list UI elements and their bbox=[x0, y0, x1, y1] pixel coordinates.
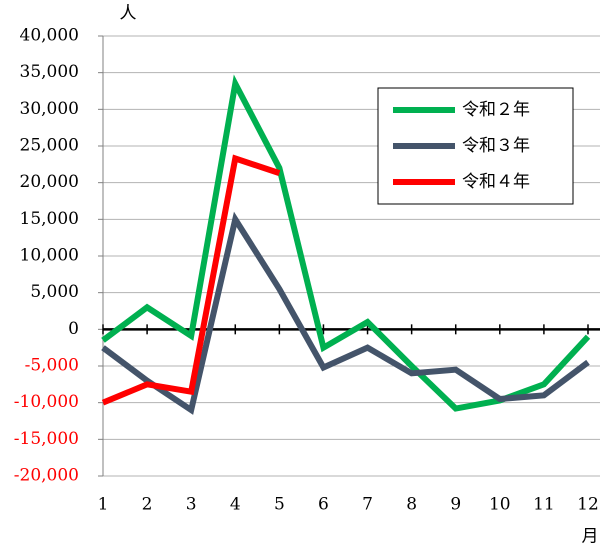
x-tick-label: 1 bbox=[98, 495, 109, 515]
y-tick-label: 5,000 bbox=[30, 282, 79, 302]
y-tick-label: -10,000 bbox=[14, 392, 79, 412]
y-tick-label: 10,000 bbox=[20, 246, 79, 266]
y-tick-label: 15,000 bbox=[20, 209, 79, 229]
x-tick-label: 12 bbox=[577, 495, 599, 515]
y-tick-label: 0 bbox=[68, 319, 79, 339]
x-unit: 月 bbox=[582, 527, 599, 547]
x-tick-label: 2 bbox=[142, 495, 153, 515]
y-tick-label: 30,000 bbox=[20, 99, 79, 119]
y-tick-label: -15,000 bbox=[14, 429, 79, 449]
y-unit: 人 bbox=[120, 4, 137, 24]
x-tick-label: 6 bbox=[318, 495, 329, 515]
x-tick-label: 11 bbox=[533, 495, 555, 515]
x-tick-label: 4 bbox=[230, 495, 241, 515]
y-tick-label: 20,000 bbox=[20, 172, 79, 192]
x-tick-label: 7 bbox=[362, 495, 373, 515]
legend-label: 令和２年 bbox=[462, 100, 530, 120]
y-tick-label: -5,000 bbox=[25, 356, 79, 376]
x-tick-label: 9 bbox=[450, 495, 461, 515]
x-tick-label: 3 bbox=[186, 495, 197, 515]
series-line bbox=[101, 211, 590, 415]
x-tick-label: 5 bbox=[274, 495, 285, 515]
legend-label: 令和４年 bbox=[462, 172, 530, 192]
y-tick-label: -20,000 bbox=[14, 466, 79, 486]
x-tick-label: 10 bbox=[489, 495, 511, 515]
series-line bbox=[101, 154, 281, 406]
y-tick-label: 35,000 bbox=[20, 62, 79, 82]
x-tick-label: 8 bbox=[406, 495, 417, 515]
legend-label: 令和３年 bbox=[462, 136, 530, 156]
y-tick-label: 40,000 bbox=[20, 26, 79, 46]
y-tick-label: 25,000 bbox=[20, 136, 79, 156]
